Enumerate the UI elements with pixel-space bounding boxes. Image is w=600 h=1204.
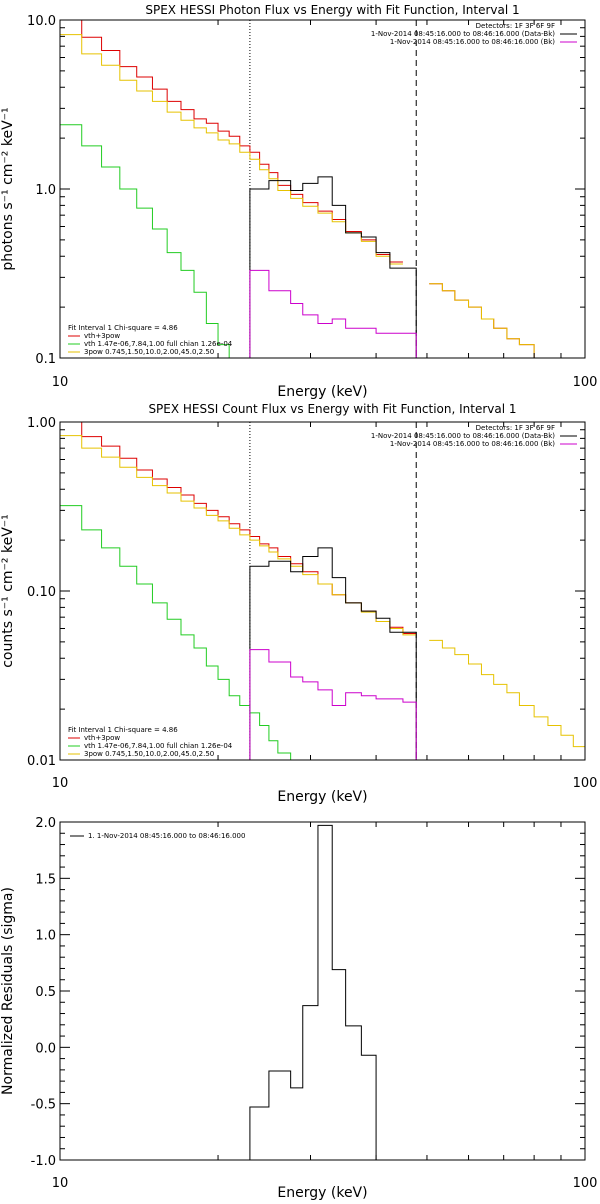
y-tick-label: 0.01 [27, 754, 56, 769]
series-line-data-bk [249, 547, 417, 760]
chart-title: SPEX HESSI Photon Flux vs Energy with Fi… [145, 3, 519, 17]
x-tick-label: 10 [52, 375, 69, 390]
legend-label: 3pow 0.745,1.50,10.0,2.00,45.0,2.50 [84, 750, 214, 758]
y-axis-label: counts s⁻¹ cm⁻² keV⁻¹ [0, 514, 16, 668]
series-line-residuals [249, 824, 377, 1160]
legend-label: vth+3pow [84, 734, 120, 742]
info-line: 1-Nov-2014 08:45:16.000 to 08:46:16.000 … [371, 30, 555, 38]
series-line-3pow [60, 34, 548, 358]
legend-label: vth 1.47e-06,7.84,1.00 full chian 1.26e-… [84, 340, 233, 348]
x-tick-label: 10 [52, 776, 69, 791]
x-tick-label: 100 [573, 776, 598, 791]
chart-panel-1: SPEX HESSI Photon Flux vs Energy with Fi… [0, 3, 597, 400]
series-line-bk [249, 269, 417, 358]
y-tick-label: 1.0 [35, 183, 56, 198]
y-tick-label: 1.0 [35, 929, 56, 944]
series-line-3pow [60, 435, 585, 748]
y-tick-label: 0.0 [35, 1041, 56, 1056]
info-line: 1-Nov-2014 08:45:16.000 to 08:46:16.000 … [390, 440, 555, 448]
legend-label: 3pow 0.745,1.50,10.0,2.00,45.0,2.50 [84, 348, 214, 356]
series-line-vth [60, 505, 303, 760]
series-line-vth-3pow [60, 422, 417, 635]
y-tick-label: 0.5 [35, 985, 56, 1000]
series-group [60, 20, 548, 358]
plot-frame [59, 19, 586, 359]
series-group [249, 824, 377, 1160]
chart-panel-2: SPEX HESSI Count Flux vs Energy with Fit… [0, 402, 597, 805]
y-tick-label: 10.0 [27, 14, 56, 29]
x-axis-label: Energy (keV) [277, 384, 367, 400]
series-line-data-bk [249, 176, 417, 358]
info-line: Detectors: 1F 3F 6F 9F [476, 22, 555, 30]
info-line: 1-Nov-2014 08:45:16.000 to 08:46:16.000 … [390, 38, 555, 46]
legend-header: Fit Interval 1 Chi-square = 4.86 [68, 324, 178, 332]
y-tick-label: 1.5 [35, 872, 56, 887]
info-line: Detectors: 1F 3F 6F 9F [476, 424, 555, 432]
plot-frame [59, 421, 586, 761]
y-axis-label: photons s⁻¹ cm⁻² keV⁻¹ [0, 107, 16, 270]
x-tick-label: 100 [573, 1176, 598, 1191]
series-line-vth [60, 124, 240, 358]
x-axis-label: Energy (keV) [277, 789, 367, 805]
legend-label: 1. 1-Nov-2014 08:45:16.000 to 08:46:16.0… [88, 832, 245, 840]
y-tick-label: 0.10 [27, 585, 56, 600]
legend-header: Fit Interval 1 Chi-square = 4.86 [68, 726, 178, 734]
y-tick-label: -1.0 [31, 1154, 56, 1169]
y-tick-label: 1.00 [27, 416, 56, 431]
series-line-bk [249, 649, 417, 760]
legend-label: vth 1.47e-06,7.84,1.00 full chian 1.26e-… [84, 742, 233, 750]
y-tick-label: -0.5 [31, 1098, 56, 1113]
y-axis-label: Normalized Residuals (sigma) [0, 887, 16, 1095]
y-tick-label: 0.1 [35, 352, 56, 367]
chart-panel-3: 10 100 -1.0 -0.5 0.0 0.5 1.0 1.5 2.0 Energy (keV)… [0, 816, 598, 1201]
legend-label: vth+3pow [84, 332, 120, 340]
x-axis-label: Energy (keV) [277, 1185, 367, 1200]
info-line: 1-Nov-2014 08:45:16.000 to 08:46:16.000 … [371, 432, 555, 440]
plot-frame [59, 821, 586, 1161]
y-tick-label: 2.0 [35, 816, 56, 831]
x-tick-label: 10 [52, 1176, 69, 1191]
chart-title: SPEX HESSI Count Flux vs Energy with Fit… [148, 402, 516, 416]
x-tick-label: 100 [573, 375, 598, 390]
series-group [60, 422, 585, 760]
